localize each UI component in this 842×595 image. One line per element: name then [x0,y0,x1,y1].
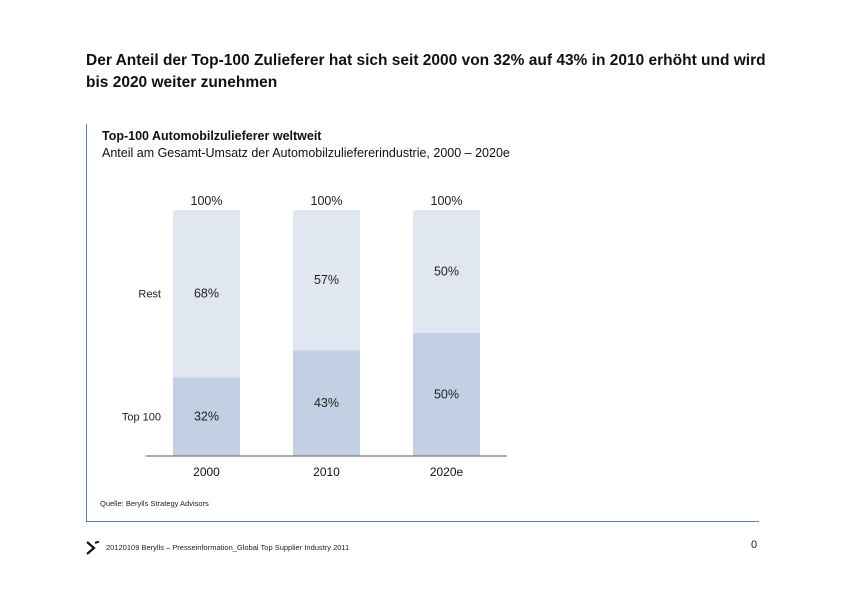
bar-rest-2020e [413,210,480,333]
legend-label-rest: Rest [138,289,161,301]
headline: Der Anteil der Top-100 Zulieferer hat si… [86,52,766,91]
footer-text: 20120109 Berylls – Presseinformation_Glo… [106,543,350,552]
page-number: 0 [751,539,758,551]
legend-label-top-100: Top 100 [122,412,161,424]
berylls-chevron-icon [86,541,100,555]
data-label-top-100-2010: 43% [314,396,339,410]
total-label-2020e: 100% [431,194,463,208]
chart-subtitle: Anteil am Gesamt-Umsatz der Automobilzul… [102,146,510,160]
data-label-top-100-2020e: 50% [434,388,459,402]
bar-rest-2000 [173,210,240,378]
category-label-2020e: 2020e [430,465,464,479]
chart-panel [86,124,759,522]
data-label-rest-2020e: 50% [434,265,459,279]
chart-title: Top-100 Automobilzulieferer weltweit [102,129,322,143]
data-label-rest-2000: 68% [194,287,219,301]
total-label-2000: 100% [191,194,223,208]
data-label-top-100-2000: 32% [194,410,219,424]
category-label-2010: 2010 [313,465,340,479]
bar-top-100-2020e [413,333,480,456]
source-note: Quelle: Berylls Strategy Advisors [100,499,209,508]
bar-rest-2010 [293,210,360,351]
bar-top-100-2000 [173,377,240,456]
category-label-2000: 2000 [193,465,220,479]
bar-top-100-2010 [293,350,360,456]
data-label-rest-2010: 57% [314,273,339,287]
total-label-2010: 100% [311,194,343,208]
